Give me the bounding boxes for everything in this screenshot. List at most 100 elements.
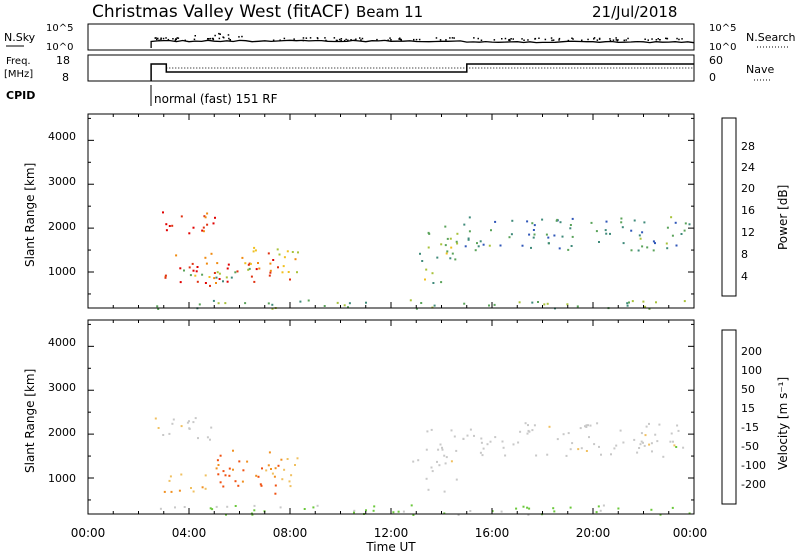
nsky-dot	[283, 37, 286, 40]
heatmap-cell	[204, 282, 207, 284]
power-ytick-3000: 3000	[48, 175, 76, 188]
nsky-trace	[150, 39, 695, 48]
heatmap-cell	[648, 422, 650, 425]
heatmap-cell	[372, 509, 375, 512]
nsky-dot	[387, 39, 389, 41]
nsky-dot	[477, 37, 479, 40]
heatmap-cell	[532, 236, 535, 239]
heatmap-cell	[569, 506, 572, 509]
heatmap-cell	[613, 447, 616, 450]
heatmap-cell	[234, 271, 237, 274]
heatmap-cell	[425, 268, 428, 271]
heatmap-cell	[570, 245, 573, 247]
heatmap-cell	[683, 229, 686, 232]
heatmap-cell	[190, 487, 192, 489]
heatmap-cell	[213, 277, 216, 280]
nsky-dot	[572, 38, 574, 40]
heatmap-cell	[162, 211, 164, 214]
heatmap-cell	[420, 302, 423, 304]
nsky-dot	[218, 32, 220, 35]
heatmap-cell	[208, 276, 211, 278]
heatmap-cell	[409, 299, 412, 302]
power-colorbar	[721, 117, 737, 297]
nsky-dot	[435, 37, 438, 39]
freq-label-line2: [MHz]	[4, 69, 33, 80]
heatmap-cell	[444, 244, 447, 247]
heatmap-cell	[672, 440, 674, 443]
heatmap-cell	[556, 218, 559, 221]
heatmap-cell	[546, 302, 549, 305]
heatmap-cell	[226, 280, 229, 283]
heatmap-cell	[227, 263, 230, 266]
power-ylabel: Slant Range [km]	[23, 163, 37, 267]
nsky-tick-bottom: 10^0	[46, 42, 73, 53]
power-cb-12: 12	[741, 226, 755, 239]
heatmap-cell	[392, 511, 395, 514]
heatmap-cell	[585, 424, 588, 427]
heatmap-cell	[204, 487, 207, 490]
heatmap-cell	[455, 478, 458, 481]
heatmap-cell	[688, 512, 691, 515]
heatmap-cell	[646, 246, 649, 249]
heatmap-cell	[250, 275, 253, 278]
nsearch-tick-top: 10^5	[709, 23, 736, 34]
heatmap-cell	[569, 227, 572, 230]
heatmap-cell	[241, 480, 244, 483]
heatmap-cell	[410, 504, 413, 507]
heatmap-cell	[533, 424, 536, 427]
nsky-dot	[302, 37, 305, 39]
power-ytick-4000: 4000	[48, 130, 76, 143]
heatmap-cell	[619, 429, 622, 432]
heatmap-cell	[303, 508, 306, 510]
velocity-colorbar	[721, 329, 737, 505]
heatmap-cell	[577, 448, 580, 451]
heatmap-cell	[675, 244, 678, 247]
heatmap-cell	[373, 505, 376, 508]
power-ytick-2000: 2000	[48, 220, 76, 233]
heatmap-cell	[527, 513, 530, 516]
heatmap-cell	[268, 451, 271, 454]
freq-tick-bottom: 8	[62, 71, 69, 84]
heatmap-cell	[473, 434, 475, 437]
heatmap-cell	[278, 253, 281, 256]
heatmap-cell	[644, 434, 647, 437]
heatmap-cell	[609, 232, 611, 235]
nsky-dot	[493, 39, 496, 41]
heatmap-cell	[215, 282, 217, 284]
nsky-dot	[598, 38, 601, 40]
heatmap-cell	[180, 473, 183, 476]
vel-cb-m100: -100	[741, 459, 766, 472]
nsky-dot	[508, 39, 510, 41]
heatmap-cell	[437, 448, 440, 451]
heatmap-cell	[276, 248, 279, 251]
nsky-dot	[279, 39, 281, 41]
heatmap-cell	[170, 490, 173, 493]
heatmap-cell	[212, 222, 215, 225]
heatmap-cell	[683, 300, 686, 303]
nsky-dot	[398, 38, 401, 40]
nsky-dot	[415, 38, 418, 41]
nsky-dot	[207, 38, 209, 40]
nsky-dot	[160, 37, 162, 39]
heatmap-cell	[204, 256, 207, 259]
heatmap-cell	[204, 474, 207, 477]
vel-ytick-1000: 1000	[48, 472, 76, 485]
nsky-dot	[167, 38, 170, 41]
heatmap-cell	[248, 262, 251, 265]
heatmap-cell	[445, 252, 448, 255]
heatmap-cell	[171, 224, 174, 227]
heatmap-cell	[494, 436, 497, 439]
heatmap-cell	[269, 271, 272, 274]
heatmap-cell	[436, 256, 439, 259]
nsky-dot	[293, 38, 295, 40]
heatmap-cell	[415, 307, 418, 310]
heatmap-cell	[444, 225, 447, 228]
nsky-dot	[158, 39, 160, 42]
heatmap-cell	[680, 233, 683, 235]
nsearch-label: N.Search	[746, 31, 796, 44]
heatmap-cell	[222, 485, 225, 488]
nsky-dot	[156, 38, 158, 41]
heatmap-cell	[219, 481, 222, 484]
nsky-dot	[222, 36, 224, 38]
nsky-dot	[609, 38, 611, 40]
